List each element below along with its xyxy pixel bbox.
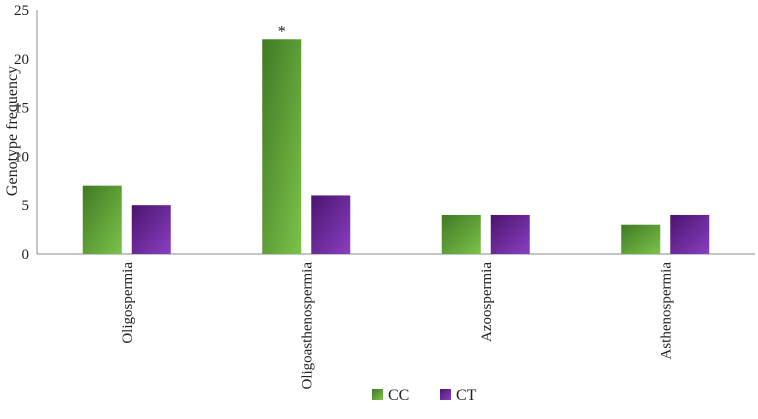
bar-cc-oligoasthenospermia <box>262 39 302 254</box>
y-tick-labels: 0 5 10 15 20 25 <box>14 3 29 263</box>
y-tick-label: 25 <box>14 3 29 19</box>
category-label: Asthenospermia <box>658 262 674 360</box>
legend-label-cc: CC <box>388 387 409 404</box>
bar-ct-azoospermia <box>490 214 530 254</box>
y-axis-label: Genotype frequency <box>4 66 21 196</box>
y-tick-label: 20 <box>14 52 29 68</box>
category-label: Azoospermia <box>479 262 495 342</box>
legend-label-ct: CT <box>456 387 477 404</box>
y-tick-label: 15 <box>14 101 29 117</box>
legend-swatch-cc <box>372 389 383 400</box>
legend-swatch-ct <box>440 389 451 400</box>
category-label: Oligoasthenospermia <box>299 262 315 390</box>
significance-marker: * <box>278 23 286 40</box>
category-labels: Oligospermia Oligoasthenospermia Azoosperm… <box>120 262 675 390</box>
y-tick-label: 0 <box>22 247 30 263</box>
bar-ct-asthenospermia <box>670 214 710 254</box>
bar-cc-azoospermia <box>441 214 481 254</box>
bar-ct-oligoasthenospermia <box>311 195 351 254</box>
legend: CC CT <box>372 387 477 404</box>
y-tick-label: 10 <box>14 149 29 165</box>
bar-ct-oligospermia <box>131 205 171 254</box>
bars <box>82 39 710 254</box>
annotations: * <box>278 23 286 40</box>
bar-cc-oligospermia <box>82 185 122 254</box>
category-label: Oligospermia <box>120 262 136 344</box>
bar-cc-asthenospermia <box>621 224 661 254</box>
y-tick-label: 5 <box>22 198 30 214</box>
